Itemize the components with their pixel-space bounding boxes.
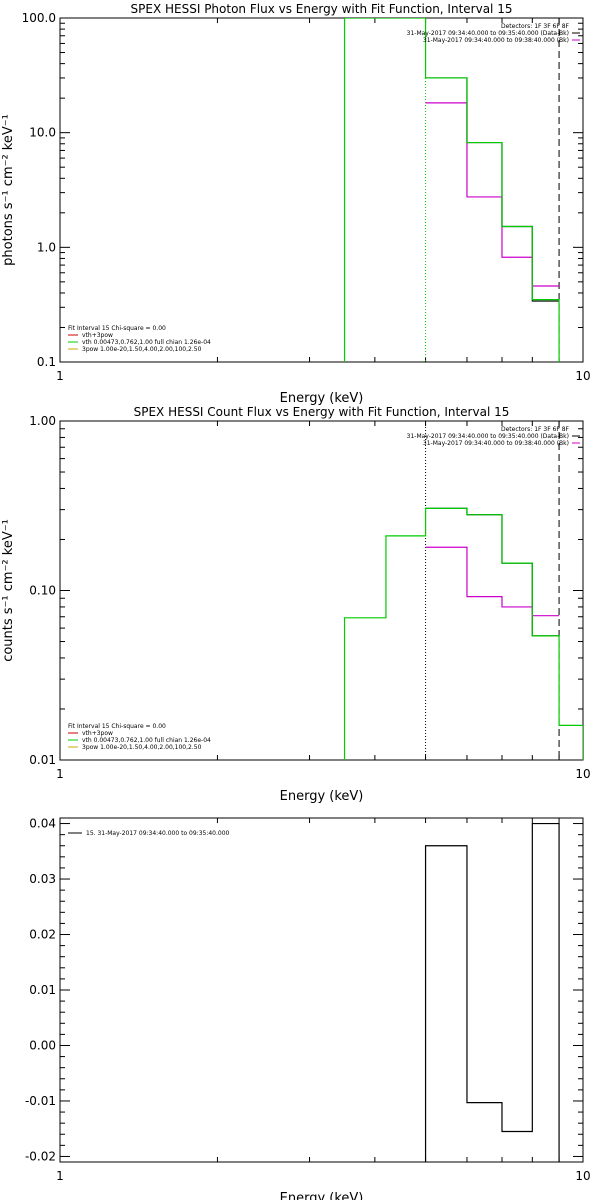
y-tick-label: 10.0 (29, 126, 56, 140)
data-series-step-2 (425, 102, 560, 287)
data-series-step-1 (425, 77, 560, 302)
y-tick-label: 0.01 (29, 983, 56, 997)
data-series-step-1 (424, 822, 560, 1162)
legend-entry: Detectors: 1F 3F 6F 8F (501, 426, 570, 433)
legend-entry: Fit Interval 15 Chi-square = 0.00 (68, 325, 166, 332)
data-series-step-3 (343, 507, 583, 760)
y-tick-label: 100.0 (22, 11, 56, 25)
x-axis-label: Energy (keV) (280, 391, 364, 406)
y-tick-label: 0.02 (29, 928, 56, 942)
y-tick-label: -0.02 (25, 1149, 56, 1163)
y-tick-label: 0.03 (29, 872, 56, 886)
y-axis-label: counts s⁻¹ cm⁻² keV⁻¹ (1, 519, 16, 662)
legend-entry: 3pow 1.00e-20,1.50,4.00,2.00,100,2.50 (82, 346, 202, 353)
legend-entry: vth+3pow (82, 730, 113, 737)
plot-data (424, 822, 560, 1162)
legend-entry: vth+3pow (82, 332, 113, 339)
legend-entry: 31-May-2017 09:34:40.000 to 09:38:40.000… (423, 37, 569, 44)
plot-data (343, 18, 560, 362)
x-tick-label: 10 (575, 369, 590, 383)
legend-entry: 31-May-2017 09:34:40.000 to 09:35:40.000… (407, 30, 569, 37)
y-tick-label: 0.04 (29, 817, 56, 831)
data-series-step-2 (425, 546, 560, 617)
x-tick-label: 1 (56, 369, 64, 383)
legend-entry: 15. 31-May-2017 09:34:40.000 to 09:35:40… (86, 830, 230, 837)
chart-panel-3: 1 10 -0.02 -0.01 0.00 0.01 0.02 0.03 0.04 Energy … (25, 817, 591, 1200)
legend-entry: Detectors: 1F 3F 6F 8F (501, 23, 570, 30)
y-tick-label: 0.10 (29, 584, 56, 598)
legend-entry: 31-May-2017 09:34:40.000 to 09:38:40.000… (423, 440, 569, 447)
x-tick-label: 1 (56, 767, 64, 781)
chart-title: SPEX HESSI Count Flux vs Energy with Fit… (134, 405, 510, 419)
plot-frame (59, 817, 584, 1163)
x-axis-label: Energy (keV) (280, 1191, 364, 1200)
y-tick-label: 0.01 (29, 753, 56, 767)
x-tick-label: 10 (575, 1169, 590, 1183)
y-tick-label: 1.0 (37, 240, 56, 254)
x-axis-label: Energy (keV) (280, 789, 364, 804)
chart-title: SPEX HESSI Photon Flux vs Energy with Fi… (131, 2, 513, 16)
x-tick-label: 1 (56, 1169, 64, 1183)
data-series-step-3 (343, 18, 560, 362)
y-tick-label: 1.00 (29, 414, 56, 428)
y-tick-label: 0.1 (37, 355, 56, 369)
x-tick-label: 10 (575, 767, 590, 781)
chart-panel-2: SPEX HESSI Count Flux vs Energy with Fit… (1, 405, 591, 804)
chart-panel-1: SPEX HESSI Photon Flux vs Energy with Fi… (1, 2, 591, 406)
legend-entry: 3pow 1.00e-20,1.50,4.00,2.00,100,2.50 (82, 744, 202, 751)
plot-frame (59, 420, 584, 761)
data-series-step-1 (425, 507, 560, 637)
y-tick-label: 0.00 (29, 1038, 56, 1052)
y-axis-label: photons s⁻¹ cm⁻² keV⁻¹ (1, 114, 16, 266)
plot-data (343, 421, 583, 760)
plot-frame (59, 17, 584, 363)
legend-entry: 31-May-2017 09:34:40.000 to 09:35:40.000… (407, 433, 569, 440)
y-tick-label: -0.01 (25, 1094, 56, 1108)
legend-entry: Fit Interval 15 Chi-square = 0.00 (68, 723, 166, 730)
legend-entry: vth 0.00473,0.762,1.00 full chian 1.26e-… (82, 737, 211, 744)
legend-entry: vth 0.00473,0.762,1.00 full chian 1.26e-… (82, 339, 211, 346)
